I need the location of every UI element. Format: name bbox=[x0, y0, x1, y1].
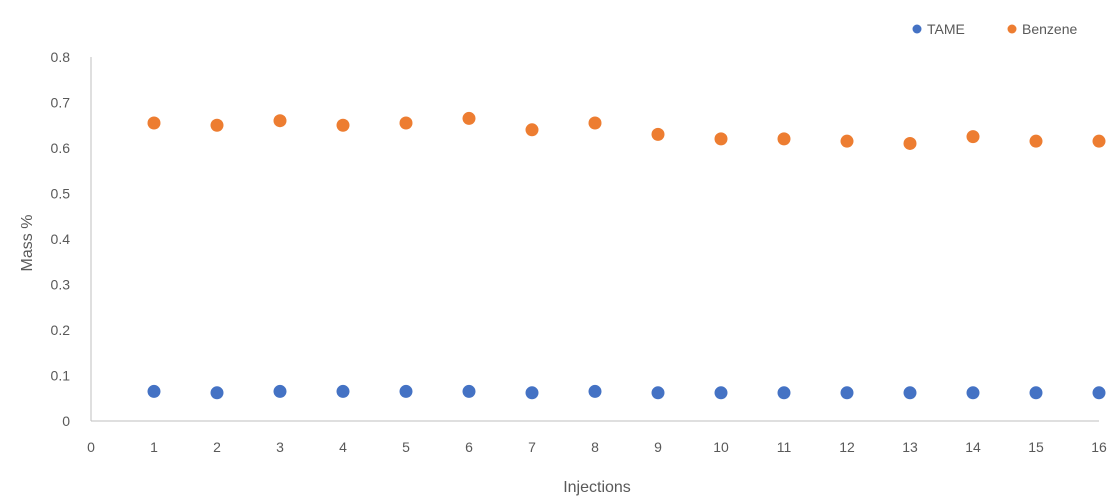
data-point-tame bbox=[273, 384, 287, 398]
axes bbox=[90, 57, 1099, 422]
legend-marker-tame bbox=[912, 24, 922, 34]
x-tick-label: 3 bbox=[276, 439, 284, 455]
data-point-benzene bbox=[588, 116, 602, 130]
data-point-tame bbox=[525, 386, 539, 400]
data-point-tame bbox=[840, 386, 854, 400]
y-tick-label: 0.7 bbox=[51, 95, 71, 111]
data-point-benzene bbox=[714, 132, 728, 146]
x-tick-label: 1 bbox=[150, 439, 158, 455]
data-point-benzene bbox=[399, 116, 413, 130]
y-tick-label: 0.6 bbox=[51, 140, 71, 156]
data-point-benzene bbox=[525, 123, 539, 137]
x-tick-label: 14 bbox=[965, 439, 981, 455]
x-tick-label: 16 bbox=[1091, 439, 1107, 455]
x-axis-title: Injections bbox=[563, 479, 631, 496]
data-point-tame bbox=[210, 386, 224, 400]
data-point-tame bbox=[399, 384, 413, 398]
legend-label-tame: TAME bbox=[927, 21, 965, 37]
x-tick-label: 10 bbox=[713, 439, 729, 455]
legend-label-benzene: Benzene bbox=[1022, 21, 1077, 37]
x-tick-label: 13 bbox=[902, 439, 918, 455]
data-point-tame bbox=[336, 384, 350, 398]
data-point-benzene bbox=[651, 127, 665, 141]
data-point-tame bbox=[147, 384, 161, 398]
x-tick-label: 12 bbox=[839, 439, 855, 455]
y-axis-title: Mass % bbox=[19, 215, 36, 272]
tick-labels: 00.10.20.30.40.50.60.70.80 1 2 3 4 5 6 7 8 9 10 11 1… bbox=[51, 49, 1107, 455]
data-point-benzene bbox=[336, 118, 350, 132]
legend: TAME Benzene bbox=[912, 21, 1077, 37]
data-point-tame bbox=[903, 386, 917, 400]
data-point-benzene bbox=[462, 111, 476, 125]
y-tick-label: 0 bbox=[62, 413, 70, 429]
x-tick-label: 9 bbox=[654, 439, 662, 455]
data-point-tame bbox=[714, 386, 728, 400]
data-point-tame bbox=[588, 384, 602, 398]
data-point-benzene bbox=[903, 136, 917, 150]
data-point-benzene bbox=[1029, 134, 1043, 148]
x-tick-label: 11 bbox=[777, 439, 792, 455]
x-tick-label: 0 bbox=[87, 439, 95, 455]
y-tick-label: 0.3 bbox=[51, 277, 71, 293]
series-tame-points bbox=[147, 384, 1106, 400]
data-points bbox=[147, 111, 1106, 400]
x-tick-label: 4 bbox=[339, 439, 347, 455]
y-tick-label: 0.5 bbox=[51, 186, 71, 202]
x-tick-label: 7 bbox=[528, 439, 536, 455]
x-tick-label: 5 bbox=[402, 439, 410, 455]
data-point-benzene bbox=[210, 118, 224, 132]
legend-marker-benzene bbox=[1007, 24, 1017, 34]
data-point-tame bbox=[777, 386, 791, 400]
data-point-tame bbox=[966, 386, 980, 400]
data-point-tame bbox=[651, 386, 665, 400]
y-tick-label: 0.2 bbox=[51, 322, 71, 338]
data-point-benzene bbox=[147, 116, 161, 130]
data-point-benzene bbox=[840, 134, 854, 148]
data-point-benzene bbox=[1092, 134, 1106, 148]
x-tick-label: 6 bbox=[465, 439, 473, 455]
x-tick-label: 15 bbox=[1028, 439, 1044, 455]
data-point-benzene bbox=[777, 132, 791, 146]
y-tick-label: 0.4 bbox=[51, 231, 71, 247]
data-point-benzene bbox=[966, 130, 980, 144]
x-tick-label: 2 bbox=[213, 439, 221, 455]
series-benzene-points bbox=[147, 111, 1106, 150]
data-point-tame bbox=[1092, 386, 1106, 400]
y-tick-label: 0.1 bbox=[51, 368, 71, 384]
data-point-benzene bbox=[273, 114, 287, 128]
data-point-tame bbox=[1029, 386, 1043, 400]
data-point-tame bbox=[462, 384, 476, 398]
x-tick-label: 8 bbox=[591, 439, 599, 455]
y-tick-label: 0.8 bbox=[51, 49, 71, 65]
